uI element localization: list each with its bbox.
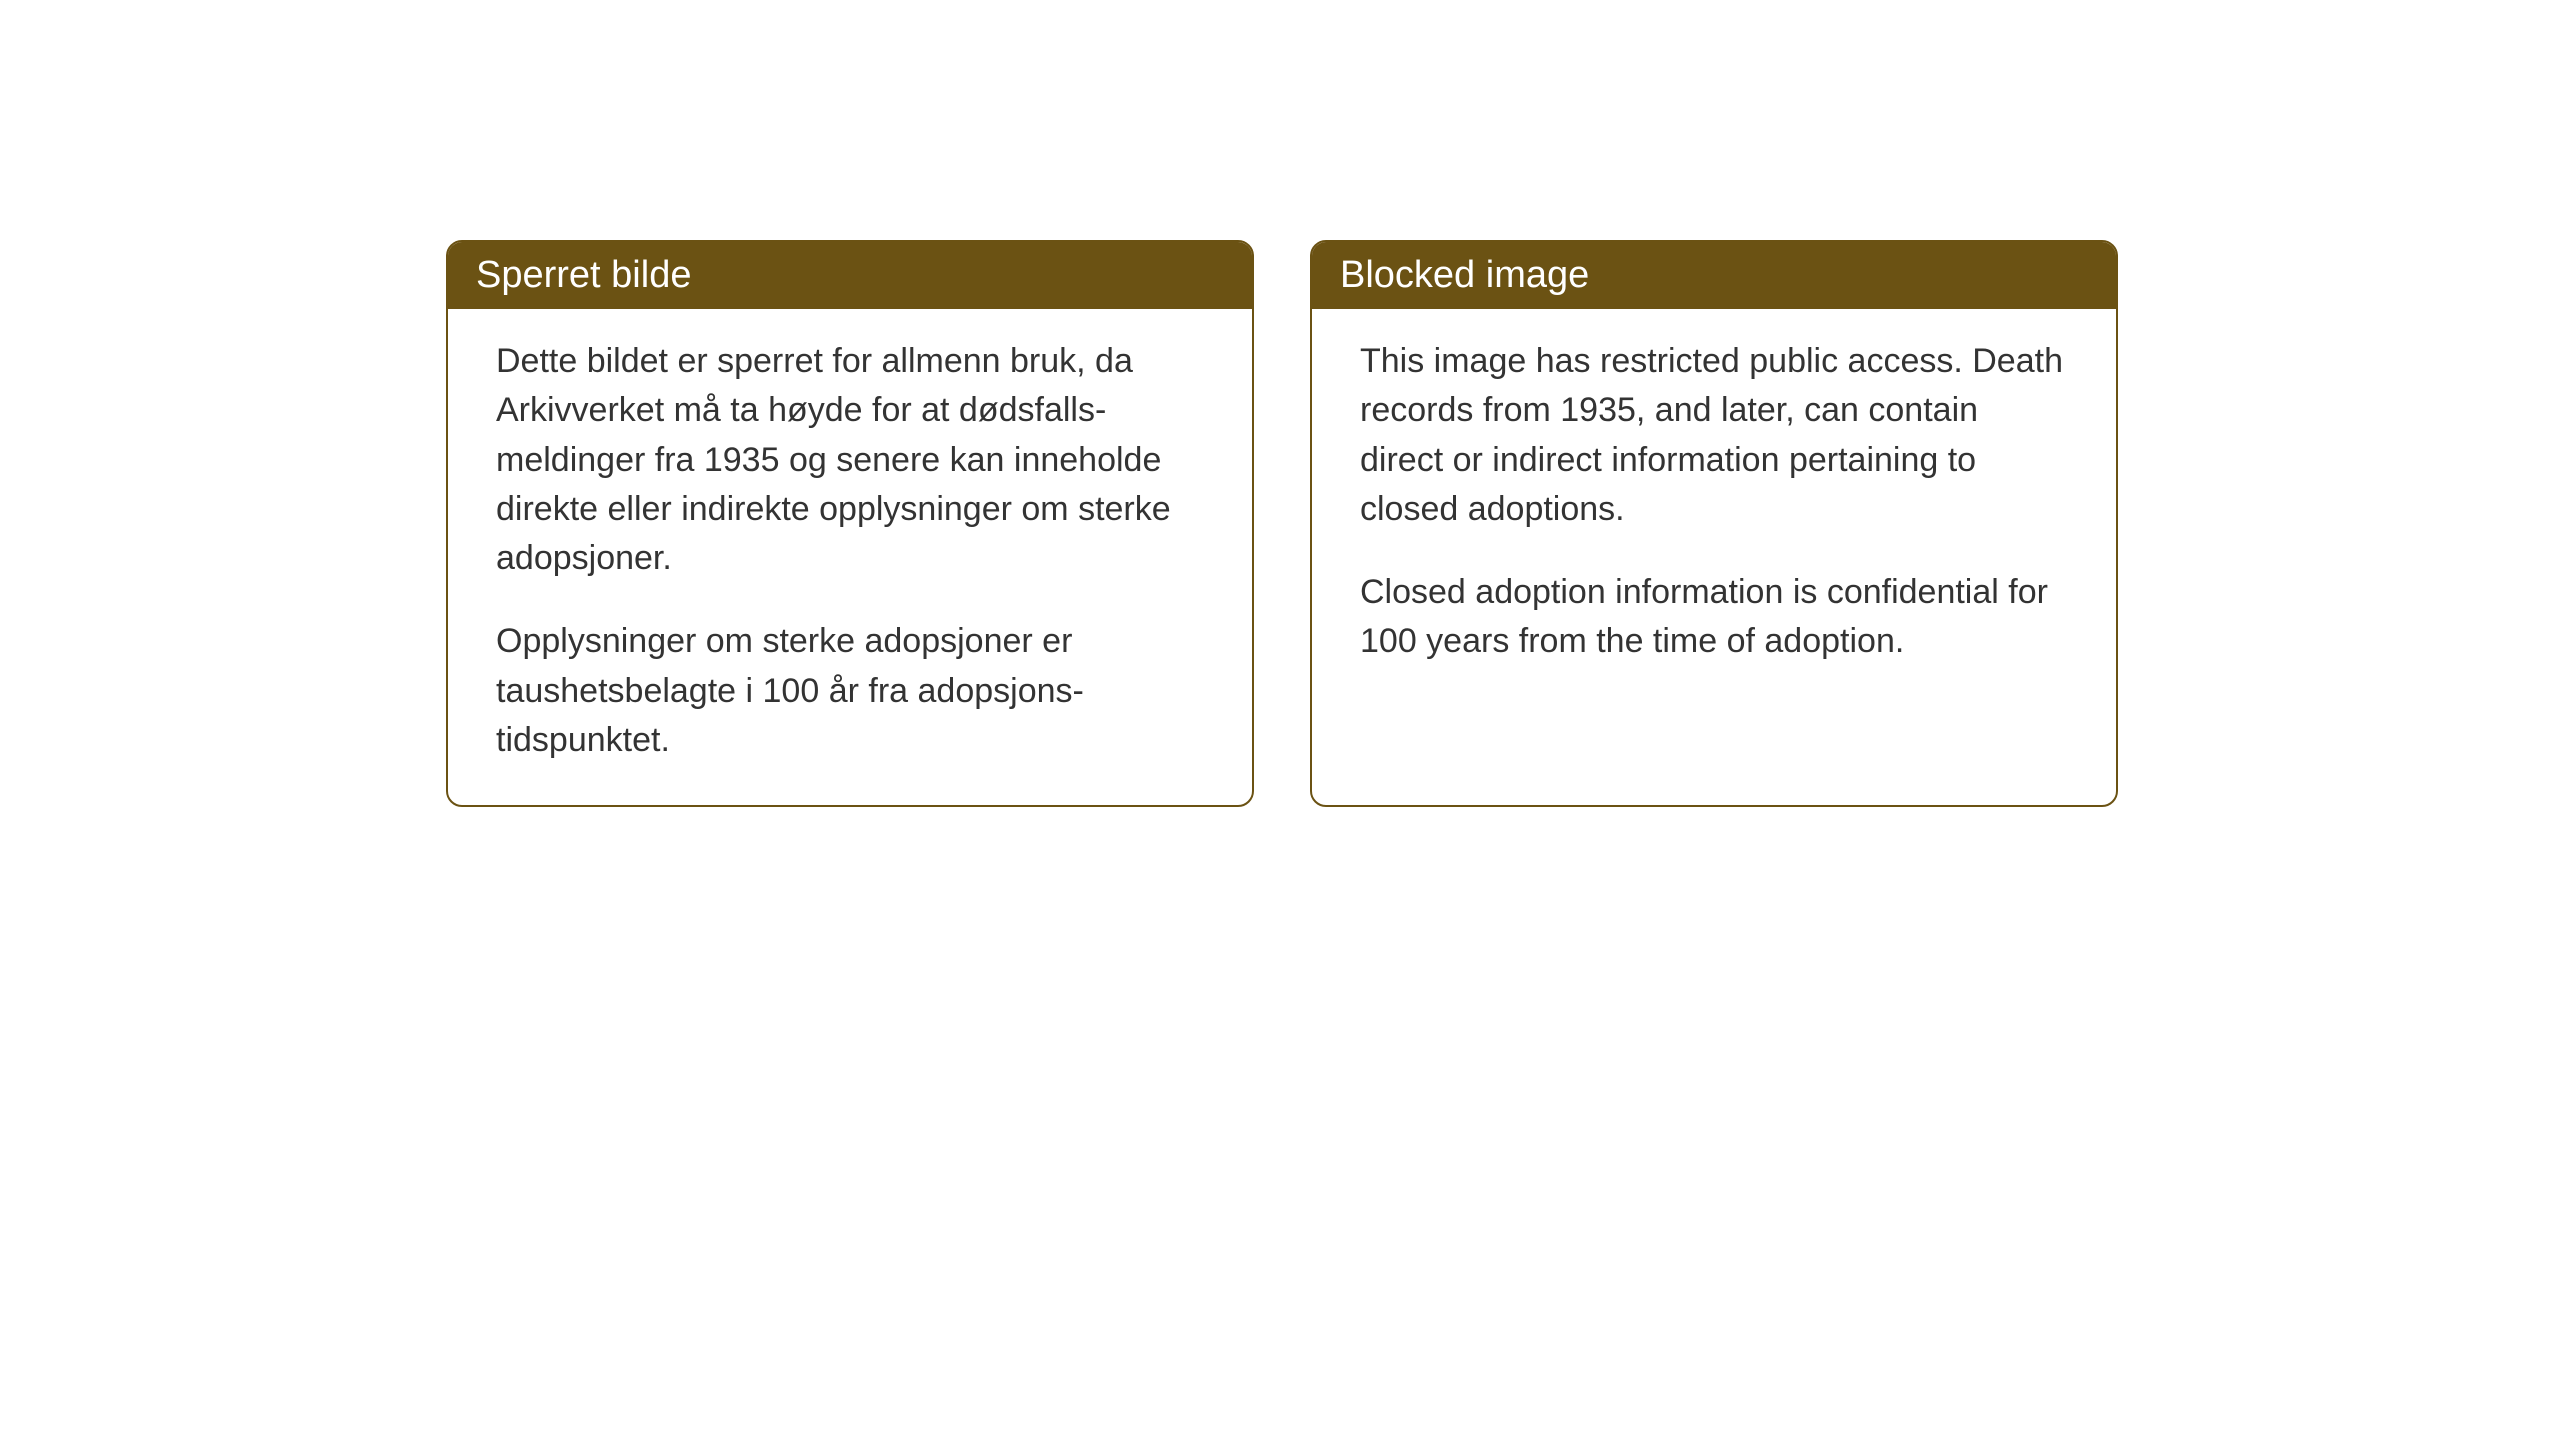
card-body-english: This image has restricted public access.…	[1312, 309, 2116, 749]
card-paragraph2-norwegian: Opplysninger om sterke adopsjoner er tau…	[496, 617, 1204, 765]
card-header-norwegian: Sperret bilde	[448, 242, 1252, 309]
card-title-english: Blocked image	[1340, 254, 1589, 296]
card-english: Blocked image This image has restricted …	[1310, 240, 2118, 807]
card-title-norwegian: Sperret bilde	[476, 254, 691, 296]
card-paragraph1-norwegian: Dette bildet er sperret for allmenn bruk…	[496, 337, 1204, 583]
card-header-english: Blocked image	[1312, 242, 2116, 309]
card-paragraph1-english: This image has restricted public access.…	[1360, 337, 2068, 534]
card-norwegian: Sperret bilde Dette bildet er sperret fo…	[446, 240, 1254, 807]
card-body-norwegian: Dette bildet er sperret for allmenn bruk…	[448, 309, 1252, 805]
cards-container: Sperret bilde Dette bildet er sperret fo…	[446, 240, 2118, 807]
card-paragraph2-english: Closed adoption information is confident…	[1360, 568, 2068, 667]
